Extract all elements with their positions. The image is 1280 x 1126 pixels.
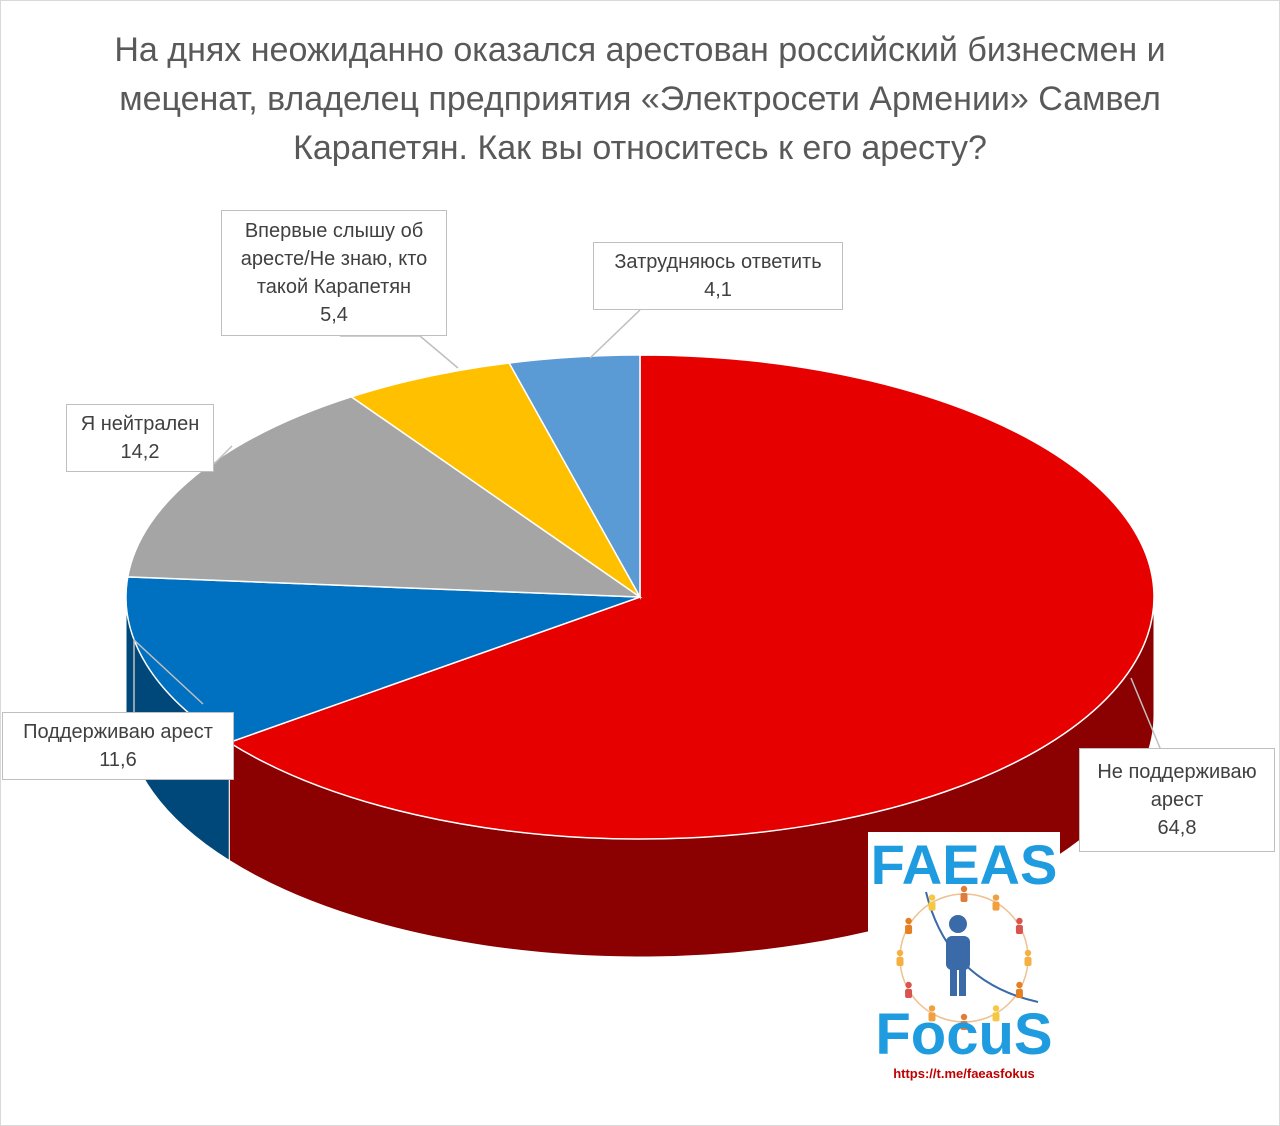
label-not-support: Не поддерживаю арест 64,8	[1079, 748, 1275, 852]
small-person-icon	[992, 894, 1000, 911]
label-first-hear-value: 5,4	[320, 304, 348, 326]
pie-slice-4	[507, 354, 641, 600]
label-support-value: 11,6	[99, 749, 137, 771]
logo-graphic: FAEAS FocuS	[871, 833, 1058, 1067]
label-first-hear-line1: Впервые слышу об	[244, 220, 424, 242]
label-first-hear-line2: аресте/Не знаю, кто	[240, 248, 428, 270]
small-person-icon	[1024, 949, 1032, 966]
logo-link[interactable]: https://t.me/faeasfokus	[893, 1066, 1035, 1081]
small-person-icon	[1015, 981, 1023, 998]
label-hard-value: 4,1	[704, 279, 732, 301]
small-person-icon	[960, 1013, 968, 1030]
label-support-line1: Поддерживаю арест	[23, 721, 213, 743]
label-hard: Затрудняюсь ответить 4,1	[593, 242, 843, 310]
leader-line-3	[340, 335, 459, 369]
leader-line-1	[133, 638, 204, 712]
faeas-focus-logo: FAEAS FocuS https://t.me/faeasfokus	[868, 832, 1060, 1090]
leader-line-4	[589, 309, 641, 359]
small-people-icons	[896, 885, 1032, 1030]
label-hard-line1: Затрудняюсь ответить	[614, 251, 822, 273]
label-neutral-value: 14,2	[120, 441, 160, 463]
small-person-icon	[896, 949, 904, 966]
label-support: Поддерживаю арест 11,6	[2, 712, 234, 780]
leader-line-2	[213, 445, 233, 465]
label-not-support-line1: Не поддерживаю	[1097, 761, 1257, 783]
pie-slice-0	[227, 354, 1155, 840]
label-first-hear: Впервые слышу об аресте/Не знаю, кто так…	[221, 210, 447, 336]
logo-word-bottom: FocuS	[875, 1002, 1052, 1067]
label-neutral-line1: Я нейтрален	[80, 413, 200, 435]
label-neutral: Я нейтрален 14,2	[66, 404, 214, 472]
small-person-icon	[905, 981, 913, 998]
label-not-support-line2: арест	[1150, 789, 1204, 811]
small-person-icon	[928, 894, 936, 911]
pie-tops	[125, 354, 1155, 840]
pie-slice-3	[349, 362, 641, 598]
logo-word-top: FAEAS	[871, 833, 1058, 896]
pie-slice-2	[126, 395, 643, 598]
small-person-icon	[928, 1005, 936, 1022]
label-first-hear-line3: такой Карапетян	[256, 276, 412, 298]
small-person-icon	[1015, 917, 1023, 934]
small-person-icon	[905, 917, 913, 934]
chart-title: На днях неожиданно оказался арестован ро…	[114, 31, 1166, 167]
small-person-icon	[992, 1005, 1000, 1022]
person-icon	[946, 915, 970, 996]
label-not-support-value: 64,8	[1157, 817, 1197, 839]
small-person-icon	[960, 885, 968, 902]
